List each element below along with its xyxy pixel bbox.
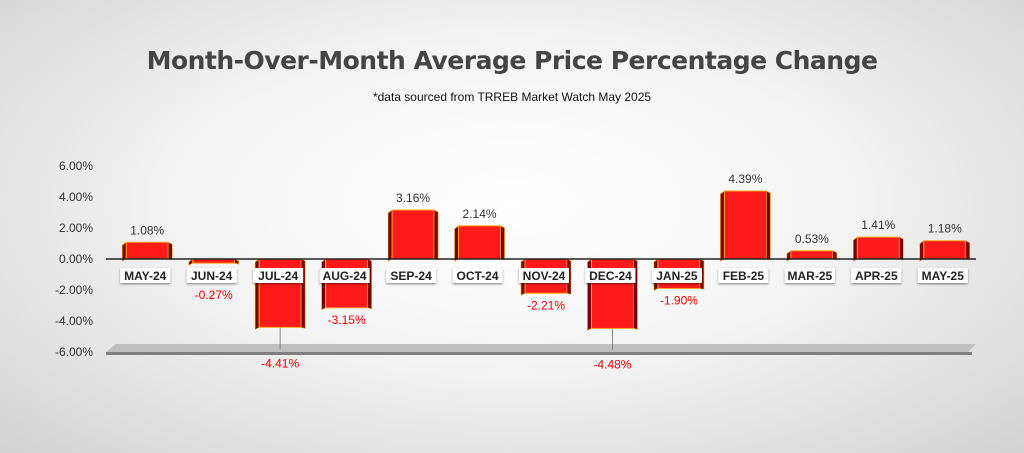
data-label: -2.21% — [527, 298, 565, 312]
y-tick-label: 2.00% — [59, 221, 93, 235]
x-tick-label: SEP-24 — [390, 269, 432, 283]
x-tick-label: AUG-24 — [323, 269, 367, 283]
bar — [125, 241, 169, 260]
chart-title: Month-Over-Month Average Price Percentag… — [146, 46, 878, 75]
x-tick-label: OCT-24 — [457, 269, 499, 283]
y-tick-label: -6.00% — [55, 345, 93, 359]
bar-depth-left — [454, 225, 459, 262]
bar-depth-left — [720, 190, 725, 262]
y-tick-label: -2.00% — [55, 283, 93, 297]
category-label-box — [917, 268, 968, 283]
category-label-box — [851, 268, 902, 283]
x-tick-label: FEB-25 — [723, 269, 765, 283]
bar — [391, 209, 435, 260]
x-tick-label: DEC-24 — [589, 269, 632, 283]
x-tick-label: NOV-24 — [523, 269, 566, 283]
bar — [856, 236, 900, 260]
y-tick-label: 4.00% — [59, 190, 93, 204]
data-label: 3.16% — [396, 191, 430, 205]
bar-depth-left — [387, 209, 393, 262]
x-tick-label: JAN-25 — [656, 269, 698, 283]
category-label-box — [784, 268, 835, 283]
category-label-box — [519, 268, 569, 283]
bar — [458, 225, 502, 260]
x-tick-label: MAY-24 — [124, 269, 167, 283]
bar-side — [167, 241, 173, 261]
data-label: -4.41% — [261, 356, 299, 370]
category-label-box — [253, 268, 304, 283]
category-label-box — [651, 268, 702, 283]
bar — [923, 240, 967, 260]
x-tick-label: JUN-24 — [191, 269, 233, 283]
bar — [325, 258, 369, 309]
data-label: 4.39% — [728, 172, 762, 186]
bar-side — [234, 258, 239, 265]
chart-floor-top — [106, 344, 976, 352]
x-tick-label: MAR-25 — [788, 269, 833, 283]
bar — [790, 250, 834, 260]
bar-side — [766, 190, 771, 261]
chart-subtitle: *data sourced from TRREB Market Watch Ma… — [372, 90, 652, 104]
category-label-box — [585, 268, 636, 283]
category-label-box — [386, 268, 437, 283]
data-label: -3.15% — [328, 313, 366, 327]
y-tick-label: 6.00% — [59, 159, 93, 173]
bar-side — [500, 225, 505, 261]
x-tick-label: JUL-24 — [258, 269, 298, 283]
y-tick-label: -4.00% — [55, 314, 93, 328]
bar-depth-left — [188, 258, 193, 266]
y-tick-label: 0.00% — [59, 252, 93, 266]
bar-side — [832, 250, 838, 261]
data-label: 2.14% — [463, 207, 497, 221]
data-label: 1.08% — [130, 223, 164, 237]
bar-depth-left — [321, 258, 326, 311]
x-tick-label: MAY-25 — [922, 269, 965, 283]
data-label: -0.27% — [195, 288, 233, 302]
category-label-box — [718, 268, 769, 283]
bar-side — [367, 258, 372, 310]
bar-side — [433, 209, 439, 261]
bar-side — [899, 236, 904, 261]
bar-depth-left — [121, 241, 127, 262]
bar — [723, 190, 767, 260]
data-label: 0.53% — [795, 232, 829, 246]
data-label: -4.48% — [593, 357, 631, 371]
chart-floor-edge — [106, 352, 972, 355]
category-label-box — [452, 268, 503, 283]
bar-side — [965, 240, 971, 261]
x-tick-label: APR-25 — [855, 269, 898, 283]
bar-depth-left — [853, 236, 858, 262]
bar-depth-left — [919, 240, 925, 262]
category-label-box — [319, 268, 370, 283]
data-label: -1.90% — [660, 293, 698, 307]
category-label-box — [186, 268, 237, 283]
data-label: 1.41% — [861, 218, 895, 232]
category-label-box — [120, 268, 171, 283]
data-label: 1.18% — [928, 222, 962, 236]
